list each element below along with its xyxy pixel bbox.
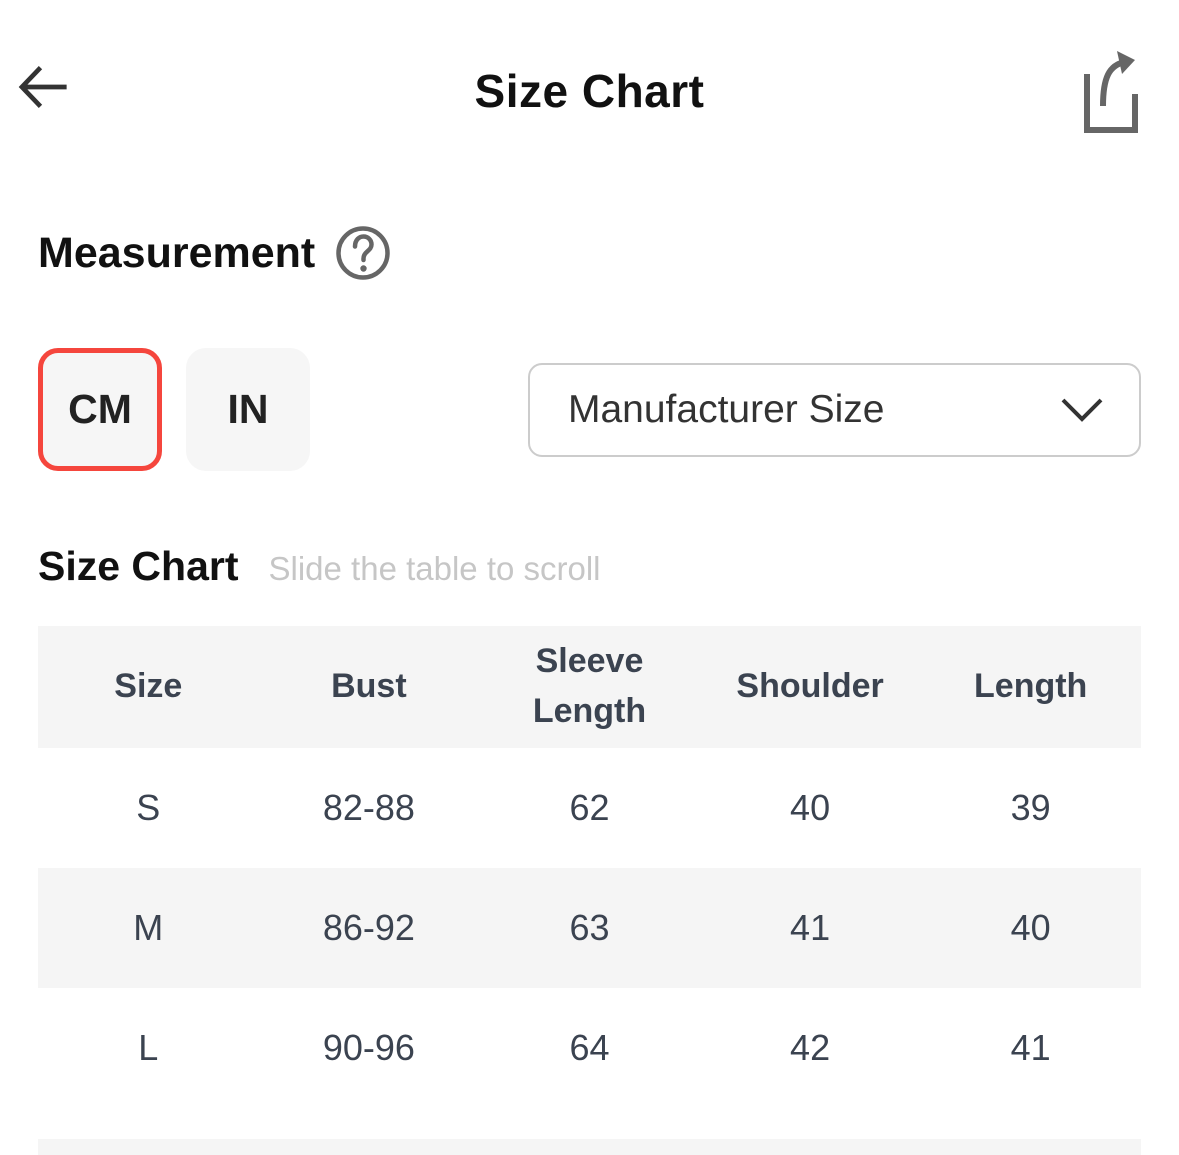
cell-length: 41 <box>1010 1027 1051 1068</box>
table-row-m: M 86-92 63 41 40 <box>38 868 1141 988</box>
page-title: Size Chart <box>474 65 705 117</box>
cell-bust: 86-92 <box>322 907 415 948</box>
cell-bust: 90-96 <box>322 1027 415 1068</box>
size-chart-section: Size Chart Slide the table to scroll Siz… <box>0 543 1179 1155</box>
unit-cm-button[interactable]: CM <box>38 348 162 471</box>
cell-sleeve-length: 63 <box>569 907 610 948</box>
cell-shoulder: 42 <box>790 1027 831 1068</box>
scroll-hint: Slide the table to scroll <box>268 550 601 587</box>
share-icon <box>1084 51 1138 133</box>
share-button[interactable] <box>1079 46 1147 138</box>
top-bar: Size Chart <box>0 0 1179 150</box>
size-chart-title: Size Chart <box>38 543 239 589</box>
column-header-sleeve-length: Sleeve Length <box>532 642 647 730</box>
cell-shoulder: 40 <box>790 787 831 828</box>
size-table[interactable]: Size Bust Sleeve Length Shoulder Length … <box>38 626 1141 1155</box>
unit-in-button[interactable]: IN <box>186 348 310 471</box>
column-header-bust: Bust <box>331 667 407 706</box>
table-row-l: L 90-96 64 42 41 <box>38 988 1141 1108</box>
cell-size: L <box>138 1027 159 1068</box>
column-header-shoulder: Shoulder <box>736 667 884 706</box>
size-standard-dropdown[interactable]: Manufacturer Size <box>528 362 1141 457</box>
cell-length: 40 <box>1010 907 1051 948</box>
cell-size: S <box>136 787 161 828</box>
column-header-size: Size <box>114 667 183 706</box>
size-standard-value: Manufacturer Size <box>568 387 885 431</box>
arrow-left-icon <box>18 65 67 109</box>
measurement-section: Measurement CM IN Manufacturer Size <box>0 224 1179 471</box>
measurement-title: Measurement <box>38 228 316 277</box>
chevron-down-icon <box>1059 396 1105 424</box>
unit-toggle-row: CM IN Manufacturer Size <box>38 348 1141 471</box>
cell-sleeve-length: 62 <box>569 787 610 828</box>
column-header-length: Length <box>974 667 1088 706</box>
table-row-s: S 82-88 62 40 39 <box>38 748 1141 868</box>
cell-length: 39 <box>1010 787 1051 828</box>
cell-sleeve-length: 64 <box>569 1027 610 1068</box>
back-button[interactable] <box>16 56 78 118</box>
table-header-row: Size Bust Sleeve Length Shoulder Length <box>38 626 1141 748</box>
cell-shoulder: 41 <box>790 907 831 948</box>
question-circle-icon <box>336 226 390 280</box>
cell-size: M <box>133 907 164 948</box>
measurement-help-button[interactable] <box>335 224 393 282</box>
cell-bust: 82-88 <box>322 787 415 828</box>
table-partial-next-row <box>38 1139 1141 1155</box>
